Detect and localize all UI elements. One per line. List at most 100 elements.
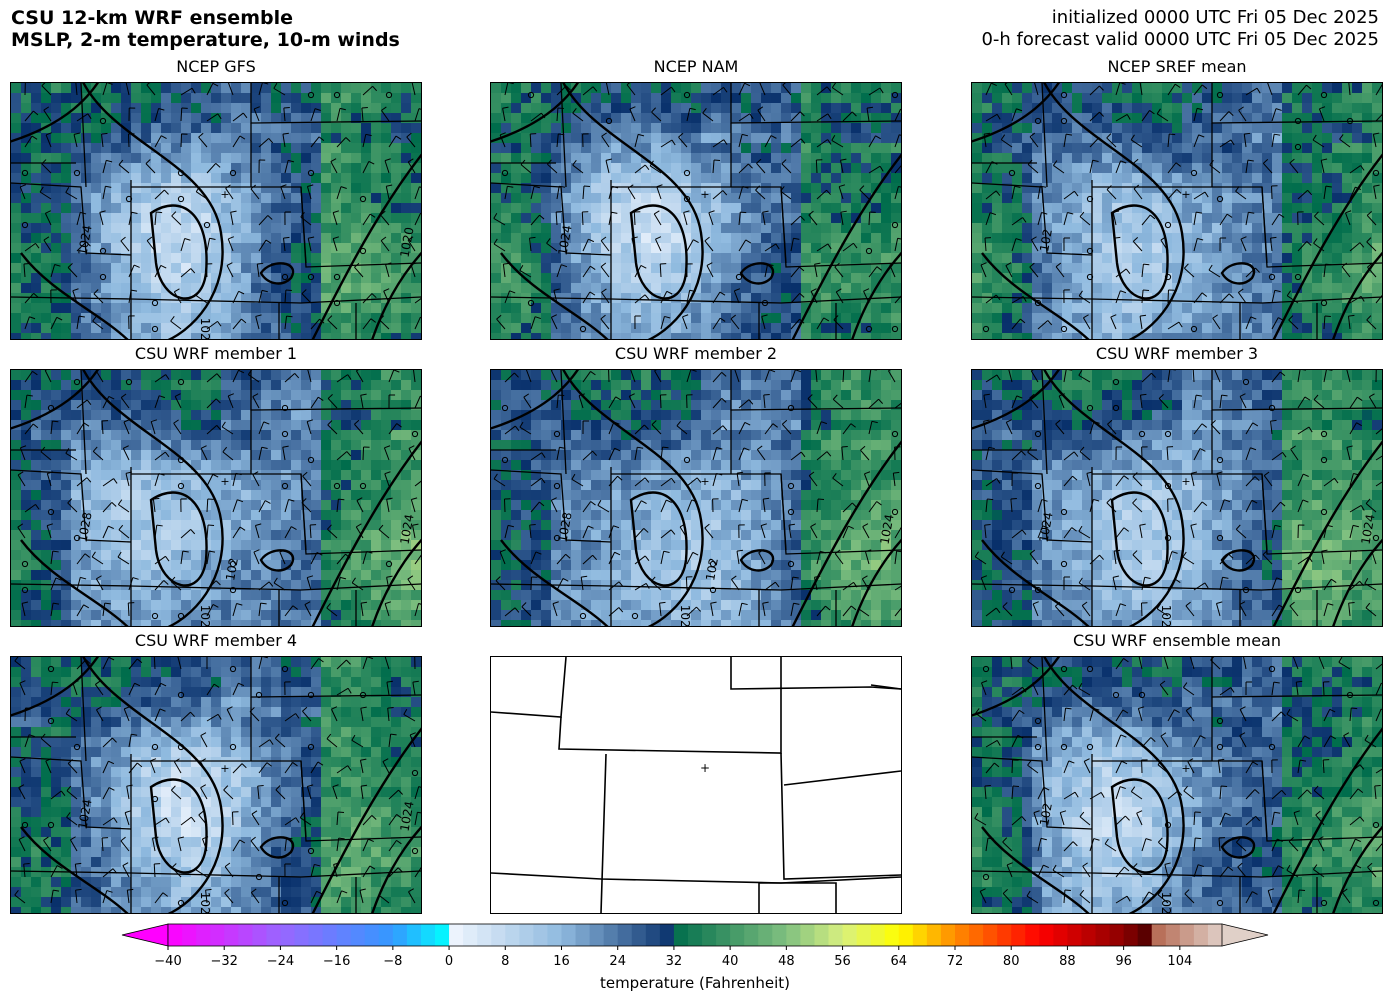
wind-barb xyxy=(1037,499,1048,513)
calm-wind-marker xyxy=(1138,691,1146,699)
wind-barb xyxy=(1297,84,1312,96)
calm-wind-marker xyxy=(1268,273,1276,281)
wind-barb xyxy=(1192,370,1195,383)
wind-barb xyxy=(1083,758,1091,774)
wind-barb xyxy=(414,108,421,122)
wind-barb xyxy=(362,865,376,878)
wind-barb xyxy=(808,471,818,487)
wind-barb xyxy=(1271,289,1281,304)
wind-barb xyxy=(1141,110,1155,122)
wind-barb xyxy=(499,549,506,565)
wind-barb xyxy=(258,500,271,513)
wind-barb xyxy=(24,423,39,435)
state-border xyxy=(972,583,1382,591)
wind-barb xyxy=(1245,316,1257,330)
colorbar-segment xyxy=(449,924,464,946)
wind-barb xyxy=(336,687,352,696)
wind-barb xyxy=(525,370,532,383)
wind-barb xyxy=(816,113,832,122)
wind-barb xyxy=(1059,810,1067,826)
wind-barb xyxy=(1115,709,1129,722)
wind-barb xyxy=(1271,185,1278,200)
wind-barb xyxy=(1190,523,1197,539)
wind-barb xyxy=(1182,551,1195,565)
wind-barb xyxy=(118,159,130,174)
isobar-label: 1028 xyxy=(198,605,212,626)
wind-barb xyxy=(18,836,26,852)
wind-barb xyxy=(1349,165,1365,174)
wind-barb xyxy=(1365,602,1377,617)
calm-wind-marker xyxy=(411,847,419,855)
wind-barb xyxy=(840,210,847,226)
wind-barb xyxy=(1115,657,1129,670)
wind-barb xyxy=(1115,527,1130,539)
wind-barb xyxy=(102,395,115,409)
wind-barb xyxy=(686,606,701,617)
wind-barb xyxy=(686,477,702,487)
wind-barb xyxy=(1167,709,1180,722)
wind-barb xyxy=(284,373,300,383)
wind-barb xyxy=(1004,83,1013,96)
calm-wind-marker xyxy=(1372,899,1380,907)
wind-barb xyxy=(582,86,598,96)
wind-barb xyxy=(1323,524,1333,539)
panel-title: NCEP NAM xyxy=(653,57,739,76)
calm-wind-marker xyxy=(605,117,613,125)
wind-barb xyxy=(206,713,222,722)
wind-barb xyxy=(407,158,416,174)
wind-barb xyxy=(1219,812,1231,826)
wind-barb xyxy=(868,211,876,226)
wind-barb xyxy=(1167,498,1174,513)
calm-wind-marker xyxy=(73,743,81,751)
wind-barb xyxy=(556,264,568,278)
colorbar-segment xyxy=(912,924,928,946)
wind-barb xyxy=(582,133,589,148)
wind-barb xyxy=(1262,550,1273,565)
wind-barb xyxy=(206,524,215,539)
wind-barb xyxy=(1160,236,1169,252)
wind-barb xyxy=(1185,706,1195,722)
wind-barb xyxy=(738,524,745,539)
wind-barb xyxy=(1185,601,1195,617)
wind-barb xyxy=(985,478,1001,487)
wind-barb xyxy=(1030,370,1039,383)
wind-barb xyxy=(894,108,901,122)
wind-barb xyxy=(128,577,139,591)
calm-wind-marker xyxy=(1060,91,1068,99)
wind-barb xyxy=(764,243,780,252)
calm-wind-marker xyxy=(333,273,341,281)
colorbar-segment xyxy=(969,924,984,946)
colorbar-segment xyxy=(435,924,450,946)
wind-barb xyxy=(1167,83,1181,96)
wind-barb xyxy=(1002,889,1013,904)
wind-barb xyxy=(1089,159,1099,174)
wind-barb xyxy=(634,133,645,148)
wind-barb xyxy=(76,576,87,591)
wind-barb xyxy=(985,607,1001,617)
wind-barb xyxy=(336,576,347,591)
wind-barb xyxy=(171,785,182,800)
wind-barb xyxy=(1167,162,1182,174)
wind-barb xyxy=(1345,210,1352,226)
wind-barb xyxy=(309,524,317,539)
colorbar-tick-label: −24 xyxy=(267,954,294,969)
wind-barb xyxy=(1271,524,1281,539)
wind-barb xyxy=(1297,426,1313,435)
wind-barb xyxy=(1029,549,1039,565)
calm-wind-marker xyxy=(229,665,237,673)
wind-barb xyxy=(981,680,988,696)
wind-barb xyxy=(1167,370,1176,383)
wind-barb xyxy=(307,236,315,252)
wind-barb xyxy=(864,549,872,565)
wind-barb xyxy=(327,315,338,330)
wind-barb xyxy=(530,477,546,487)
wind-barb xyxy=(781,159,792,174)
calm-wind-marker xyxy=(579,612,587,620)
wind-barb xyxy=(1349,504,1365,513)
wind-barb xyxy=(1271,577,1283,591)
wind-barb xyxy=(274,733,286,748)
wind-barb xyxy=(1032,680,1039,696)
calm-wind-marker xyxy=(1164,534,1172,542)
wind-barb xyxy=(301,289,312,304)
wind-barb xyxy=(894,237,901,252)
